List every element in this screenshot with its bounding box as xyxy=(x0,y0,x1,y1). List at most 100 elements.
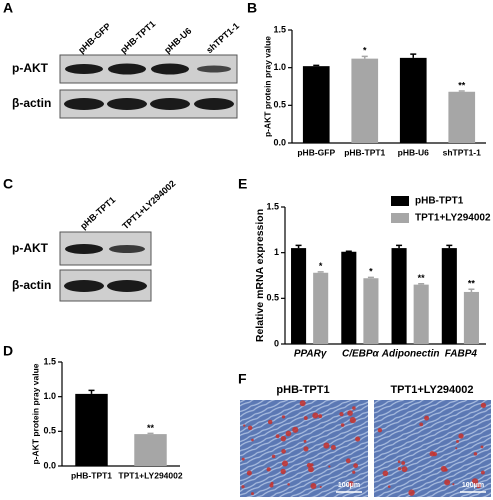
cell xyxy=(377,428,383,433)
error-bar xyxy=(446,244,453,249)
y-tick-label: 1.0 xyxy=(273,62,286,72)
cell xyxy=(241,457,245,461)
legend-swatch xyxy=(391,213,409,223)
error-bar xyxy=(418,282,425,285)
y-axis-label: p-AKT protein pray value xyxy=(262,36,272,137)
lane-label: pHB-TPT1 xyxy=(118,19,157,56)
error-bar xyxy=(317,271,324,273)
micrograph xyxy=(374,400,491,497)
cell xyxy=(352,406,356,410)
bar xyxy=(75,393,108,466)
cell xyxy=(408,489,415,496)
y-tick-label: 1.0 xyxy=(43,391,56,401)
cell xyxy=(432,451,438,457)
error-bar xyxy=(458,90,465,92)
x-tick-label: shTPT1-1 xyxy=(443,147,482,157)
cell xyxy=(251,492,254,496)
legend-swatch xyxy=(391,196,409,206)
significance-label: ** xyxy=(418,273,426,283)
blot-bands xyxy=(64,244,147,292)
error-bar xyxy=(295,244,302,249)
scale-label: 100μm xyxy=(462,482,484,489)
cell xyxy=(243,424,246,427)
x-tick-label: pHB-GFP xyxy=(297,147,335,157)
cell xyxy=(328,465,331,468)
panel-label: F xyxy=(238,371,247,387)
y-tick-label: 1.5 xyxy=(43,356,56,366)
y-axis-label: Relative mRNA expression xyxy=(254,209,266,342)
panel-label: D xyxy=(3,343,13,359)
legend-label: pHB-TPT1 xyxy=(415,196,464,207)
blot-row-label: β-actin xyxy=(12,278,51,292)
bar xyxy=(441,248,457,344)
x-tick-label: pHB-TPT1 xyxy=(344,147,385,157)
y-tick-label: 0.5 xyxy=(43,426,56,436)
cell xyxy=(280,468,286,475)
cell xyxy=(303,439,307,443)
cell xyxy=(330,445,336,451)
cell xyxy=(339,412,344,417)
cell xyxy=(440,465,447,472)
lane-label: TPT1+LY294002 xyxy=(120,178,177,231)
bar xyxy=(313,272,329,344)
y-tick-label: 0.0 xyxy=(273,137,286,147)
y-axis-label: p-AKT protein pray value xyxy=(30,363,40,464)
y-tick-label: 1.5 xyxy=(266,201,279,211)
significance-label: * xyxy=(369,267,373,277)
cell xyxy=(473,452,478,456)
bar xyxy=(448,91,476,143)
cell xyxy=(424,415,430,421)
cell xyxy=(281,415,286,419)
lane-label: pHB-GFP xyxy=(76,21,112,55)
error-bar xyxy=(88,389,95,394)
cell xyxy=(397,460,401,464)
bar xyxy=(291,248,307,344)
cell xyxy=(281,460,289,467)
cell xyxy=(455,447,458,450)
y-tick-label: 0.5 xyxy=(273,100,286,110)
cell xyxy=(387,485,391,488)
error-bar xyxy=(396,244,403,249)
x-tick-label: TPT1+LY294002 xyxy=(118,470,182,480)
panel-label: C xyxy=(3,176,13,192)
cell xyxy=(319,485,322,488)
cell xyxy=(251,438,254,442)
y-tick-label: 1.5 xyxy=(273,24,286,34)
image-caption: TPT1+LY294002 xyxy=(390,384,473,396)
error-bar xyxy=(410,53,417,58)
bar xyxy=(341,251,357,344)
cell xyxy=(349,416,356,424)
cell xyxy=(292,426,299,433)
cell xyxy=(280,435,287,442)
error-bar xyxy=(313,64,320,67)
cell xyxy=(481,470,485,475)
cell xyxy=(347,410,353,416)
panel-label: B xyxy=(247,0,257,16)
x-tick-label: C/EBPα xyxy=(342,349,380,360)
panel-label: A xyxy=(3,0,13,16)
cell xyxy=(267,419,273,425)
cell xyxy=(247,425,253,431)
cell xyxy=(347,481,354,487)
cell xyxy=(480,445,484,449)
cell xyxy=(345,458,351,464)
cell xyxy=(382,470,389,477)
error-bar xyxy=(147,432,154,435)
y-tick-label: 0 xyxy=(274,338,279,348)
cell xyxy=(241,485,245,489)
x-tick-label: FABP4 xyxy=(445,349,478,360)
cell xyxy=(285,430,292,437)
y-tick-label: 1 xyxy=(274,247,279,257)
significance-label: * xyxy=(319,261,323,271)
cell xyxy=(452,483,455,486)
bar xyxy=(302,66,330,143)
lane-label: pHB-TPT1 xyxy=(78,195,117,232)
bar xyxy=(399,57,427,143)
error-bar xyxy=(468,288,475,292)
cell xyxy=(308,466,314,473)
cell xyxy=(310,482,317,489)
cell xyxy=(353,463,359,469)
bar xyxy=(391,248,407,344)
cell xyxy=(323,442,330,449)
